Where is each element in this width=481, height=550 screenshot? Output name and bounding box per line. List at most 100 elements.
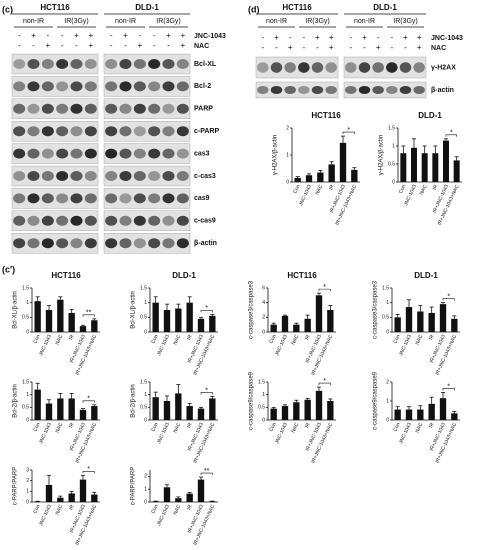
blot-band — [27, 81, 40, 92]
x-tick-label: IR — [186, 334, 194, 341]
y-axis-label: Bcl-2/β-actin — [13, 384, 19, 417]
y-tick-label: 2 — [386, 379, 389, 385]
treatment-sign: + — [288, 43, 293, 52]
blot-band — [148, 193, 161, 204]
blot-band — [41, 215, 54, 226]
y-tick-label: 0.5 — [140, 405, 147, 411]
x-tick-label: IR — [432, 184, 440, 191]
blot-band — [413, 62, 425, 73]
blot-band — [311, 86, 324, 94]
blot-band — [133, 59, 146, 69]
treatment-sign: + — [180, 31, 185, 40]
bar — [91, 494, 98, 502]
blot-band — [176, 238, 189, 249]
chart-title: DLD-1 — [172, 271, 196, 280]
protein-label: cas9 — [194, 195, 210, 202]
y-tick-label: 0 — [262, 417, 265, 423]
bar — [394, 317, 401, 332]
blot-band — [133, 103, 146, 114]
treatment-sign: - — [61, 31, 64, 40]
significance-label: * — [447, 294, 450, 301]
x-tick-label: Con — [150, 334, 159, 345]
blot-band — [27, 103, 40, 114]
blot-band — [13, 103, 26, 114]
x-tick-label: NAC — [290, 422, 300, 434]
treatment-sign: - — [110, 31, 113, 40]
treatment-sign: + — [376, 43, 381, 52]
x-tick-label: Con — [32, 422, 41, 433]
blot-band — [105, 81, 118, 92]
blot-band — [372, 62, 384, 73]
x-tick-label: Con — [150, 504, 159, 515]
y-axis-label: γ-H2AX/β-actin — [379, 135, 385, 175]
bar — [439, 398, 447, 420]
treatment-sign: + — [403, 33, 408, 42]
blot-band — [372, 86, 384, 94]
y-tick-label: 1.5 — [140, 379, 147, 385]
blot-band — [148, 126, 161, 137]
x-tick-label: NAC — [314, 184, 324, 196]
x-tick-label: NAC — [54, 422, 64, 434]
blot-band — [27, 215, 40, 226]
bar — [45, 484, 53, 502]
blot-band — [162, 59, 175, 69]
blot-band — [56, 148, 69, 159]
bar — [411, 147, 417, 182]
treatment-sign: - — [32, 41, 35, 50]
y-tick-label: 2 — [286, 125, 289, 131]
significance-bracket — [82, 314, 95, 317]
y-tick-label: 0 — [144, 417, 147, 423]
bar — [400, 153, 407, 182]
group-label: non-IR — [23, 18, 44, 25]
blot-band — [162, 148, 175, 159]
group-label: IR(3Gy) — [64, 18, 89, 25]
treatment-sign: + — [137, 41, 142, 50]
bar — [417, 311, 424, 332]
y-tick-label: 1 — [144, 300, 147, 306]
group-label: IR(3Gy) — [156, 18, 181, 25]
y-axis-label: c-PARP/PARP — [13, 467, 19, 505]
y-tick-label: 0 — [144, 499, 147, 505]
blot-band — [133, 193, 146, 204]
blot-band — [133, 81, 146, 92]
x-tick-label: IR — [186, 422, 194, 429]
bar — [57, 398, 64, 420]
bar — [315, 295, 323, 332]
blot-band — [257, 62, 269, 73]
bar — [163, 310, 171, 332]
bar — [175, 498, 182, 502]
bar — [317, 172, 324, 182]
treatment-sign: - — [261, 43, 264, 52]
bar — [197, 479, 205, 502]
significance-bracket — [82, 471, 95, 474]
blot-band — [56, 171, 69, 181]
blot-band — [27, 171, 40, 181]
blot-band — [386, 62, 398, 73]
treatment-sign: - — [390, 43, 393, 52]
bar — [405, 409, 413, 420]
y-axis-label: c-caspase3/caspase3 — [373, 280, 379, 339]
y-tick-label: 1 — [26, 300, 29, 306]
bar — [417, 409, 424, 420]
treatment-sign: - — [363, 43, 366, 52]
blot-band — [119, 126, 132, 137]
treatment-sign: - — [275, 43, 278, 52]
y-tick-label: 1.5 — [258, 379, 265, 385]
chart-title: HCT116 — [51, 271, 81, 280]
bar — [91, 320, 98, 332]
treatment-sign: + — [166, 31, 171, 40]
treatment-sign: + — [329, 33, 334, 42]
bar — [34, 301, 41, 332]
bar — [175, 308, 182, 332]
blot-band — [133, 215, 146, 226]
treatment-label: NAC — [431, 45, 446, 52]
y-tick-label: 1.5 — [22, 379, 29, 385]
x-tick-label: NAC — [54, 334, 64, 346]
protein-label: c-cas3 — [194, 173, 216, 180]
blot-band — [84, 103, 97, 114]
panel-label: (c) — [2, 4, 13, 14]
y-axis-label: c-caspase9/caspase9 — [373, 371, 379, 430]
significance-label: ** — [86, 310, 92, 317]
y-tick-label: 0.5 — [388, 161, 395, 167]
bar — [45, 403, 53, 420]
